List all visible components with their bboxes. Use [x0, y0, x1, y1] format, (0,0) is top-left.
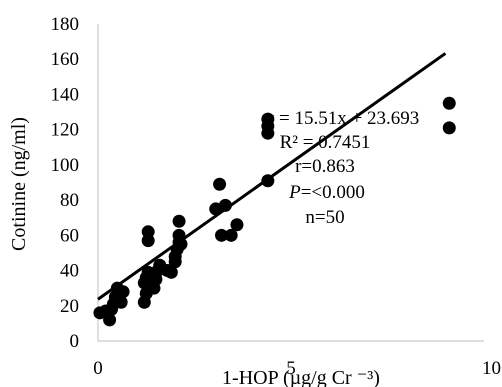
y-tick-label: 140	[51, 84, 80, 105]
data-points	[93, 96, 456, 327]
data-point	[224, 228, 238, 242]
data-point	[215, 228, 229, 242]
data-point	[174, 237, 188, 251]
x-tick-label: 0	[93, 358, 103, 379]
data-point	[172, 214, 186, 228]
data-point	[261, 112, 275, 126]
p-value-label: P=<0.000	[288, 182, 365, 203]
y-tick-label: 180	[51, 14, 80, 35]
x-axis-ticks: 0 5 10	[93, 358, 501, 379]
y-axis-title: Cotinine (ng/ml)	[8, 117, 30, 251]
regression-annotations: y = 15.51x + 23.693 R² = 0.7451 r=0.863 …	[265, 108, 419, 228]
data-point	[164, 265, 178, 279]
data-point	[114, 295, 128, 309]
data-point	[103, 313, 117, 327]
r-squared-label: R² = 0.7451	[280, 132, 371, 153]
y-tick-label: 80	[60, 190, 79, 211]
y-tick-label: 60	[60, 225, 79, 246]
equation-label: y = 15.51x + 23.693	[265, 108, 419, 129]
x-tick-label: 5	[286, 358, 296, 379]
y-tick-label: 120	[51, 120, 80, 141]
data-point	[230, 218, 244, 232]
data-point	[442, 121, 456, 135]
x-axis-title: 1-HOP (µg/g Cr ⁻³)	[222, 367, 380, 387]
y-tick-label: 40	[60, 261, 79, 282]
data-point	[442, 96, 456, 110]
trendline	[97, 52, 447, 301]
y-tick-label: 100	[51, 155, 80, 176]
y-tick-label: 160	[51, 49, 80, 70]
data-point	[116, 285, 130, 299]
r-label: r=0.863	[295, 156, 355, 177]
x-tick-label: 10	[482, 358, 501, 379]
data-point	[141, 225, 155, 239]
y-tick-label: 20	[60, 296, 79, 317]
y-axis-ticks: 0 20 40 60 80 100 120 140 160 180	[51, 14, 80, 352]
n-label: n=50	[305, 207, 344, 228]
y-tick-label: 0	[70, 331, 80, 352]
data-point	[213, 177, 227, 191]
